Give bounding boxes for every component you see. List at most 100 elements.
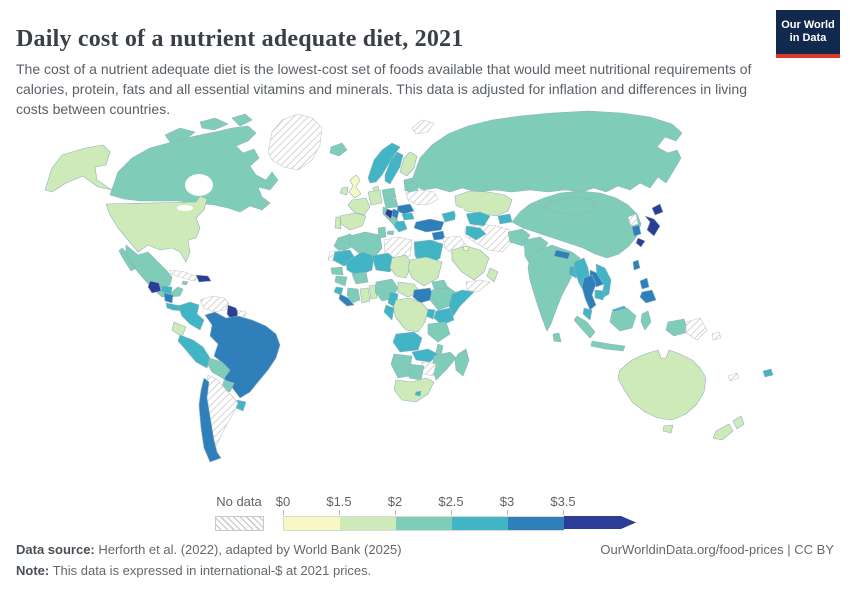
country-germany[interactable] [367, 189, 383, 206]
country-new-zealand[interactable] [712, 415, 745, 441]
country-namibia[interactable] [390, 353, 413, 379]
country-botswana[interactable] [408, 363, 425, 381]
country-iceland[interactable] [329, 142, 348, 157]
country-united-kingdom[interactable] [348, 174, 362, 199]
country-philippines[interactable] [639, 277, 657, 304]
country-sudan[interactable] [407, 256, 443, 287]
country-algeria[interactable] [349, 231, 383, 259]
country-taiwan[interactable] [632, 259, 641, 271]
country-mongolia[interactable] [544, 196, 597, 216]
country-vietnam[interactable] [595, 263, 612, 300]
legend-bin-$1.5-$2[interactable] [340, 516, 396, 531]
country-poland[interactable] [381, 187, 397, 201]
country-burkina-faso[interactable] [351, 271, 369, 285]
country-angola[interactable] [392, 331, 423, 353]
country-honduras[interactable] [160, 285, 173, 295]
country-kuwait[interactable] [462, 245, 470, 252]
country-finland[interactable] [399, 151, 418, 177]
country-spain[interactable] [339, 212, 367, 231]
country-kyrgyzstan-tajikistan[interactable] [497, 213, 513, 225]
country-svalbard[interactable] [411, 119, 435, 135]
country-dominican-republic[interactable] [195, 274, 212, 283]
no-data-swatch[interactable] [215, 516, 264, 531]
country-bulgaria[interactable] [401, 212, 415, 221]
country-mexico[interactable] [118, 244, 184, 298]
country-madagascar[interactable] [454, 348, 470, 377]
country-togo-benin[interactable] [368, 284, 378, 300]
legend-bin->$3.5[interactable] [564, 516, 636, 529]
license-link[interactable]: OurWorldinData.org/food-prices | CC BY [600, 542, 834, 557]
country-ecuador[interactable] [171, 321, 187, 338]
country-france[interactable] [347, 197, 371, 216]
country-tunisia[interactable] [377, 226, 387, 239]
country-canada[interactable] [109, 113, 279, 213]
country-colombia[interactable] [177, 301, 205, 331]
country-bosnia[interactable] [384, 208, 394, 220]
country-north-korea[interactable] [627, 213, 639, 227]
world-choropleth-map[interactable] [0, 110, 850, 485]
country-sri-lanka[interactable] [552, 332, 562, 343]
country-china[interactable] [511, 190, 642, 259]
country-russia[interactable] [411, 110, 683, 193]
country-yemen[interactable] [465, 279, 491, 293]
country-papua-new-guinea[interactable] [685, 317, 708, 341]
country-guinea[interactable] [334, 275, 348, 287]
country-romania[interactable] [396, 203, 415, 215]
legend-bin-$0-$1.5[interactable] [283, 516, 340, 531]
country-sierra-leone[interactable] [333, 286, 344, 296]
legend-bin-$3-$3.5[interactable] [508, 516, 564, 531]
country-lesotho[interactable] [414, 390, 422, 397]
country-thailand[interactable] [581, 274, 597, 311]
country-caucasus[interactable] [441, 210, 458, 223]
country-indonesia[interactable] [573, 307, 689, 352]
country-cambodia[interactable] [594, 289, 606, 301]
country-oman[interactable] [486, 267, 499, 283]
country-jamaica[interactable] [181, 280, 189, 286]
country-chad[interactable] [389, 254, 413, 279]
country-turkmenistan[interactable] [465, 225, 487, 241]
legend-bin-$2-$2.5[interactable] [396, 516, 452, 531]
country-liberia[interactable] [338, 293, 355, 307]
country-kenya[interactable] [433, 307, 455, 326]
country-japan[interactable] [635, 203, 664, 248]
country-south-africa[interactable] [393, 377, 435, 403]
country-united-states[interactable] [44, 144, 208, 263]
country-india[interactable] [527, 244, 581, 332]
country-sweden[interactable] [384, 151, 404, 185]
country-greenland[interactable] [267, 113, 323, 171]
country-australia[interactable] [617, 349, 707, 434]
country-bolivia[interactable] [207, 357, 231, 380]
country-guatemala[interactable] [147, 280, 162, 294]
country-belarus[interactable] [405, 180, 419, 193]
country-new-caledonia[interactable] [727, 372, 740, 382]
country-turkey[interactable] [413, 218, 445, 233]
country-senegal[interactable] [330, 266, 344, 276]
country-portugal[interactable] [334, 216, 342, 230]
country-eritrea[interactable] [431, 279, 449, 290]
country-ireland[interactable] [339, 186, 349, 196]
country-nicaragua[interactable] [163, 292, 174, 304]
country-cuba[interactable] [169, 269, 199, 282]
country-tanzania[interactable] [427, 321, 451, 343]
legend-bin-$2.5-$3[interactable] [452, 516, 508, 531]
country-nepal[interactable] [553, 249, 571, 260]
country-south-korea[interactable] [631, 224, 642, 237]
country-chile[interactable] [198, 377, 222, 463]
country-somalia[interactable] [448, 289, 475, 319]
country-ghana[interactable] [359, 287, 371, 304]
country-uruguay[interactable] [235, 399, 247, 412]
country-dr-congo[interactable] [392, 297, 429, 333]
country-uzbekistan[interactable] [465, 211, 491, 227]
country-mali[interactable] [345, 251, 375, 277]
country-czechia-hungary[interactable] [383, 198, 399, 209]
country-saudi-arabia[interactable] [451, 245, 490, 281]
country-fiji[interactable] [762, 368, 774, 378]
country-venezuela[interactable] [199, 295, 230, 313]
country-gabon-congo[interactable] [383, 304, 395, 321]
country-ivory-coast[interactable] [346, 287, 361, 304]
country-peru[interactable] [177, 334, 211, 369]
country-solomon-islands[interactable] [711, 331, 722, 341]
country-ukraine[interactable] [405, 189, 439, 206]
country-south-sudan[interactable] [412, 287, 435, 304]
country-norway[interactable] [367, 142, 401, 184]
